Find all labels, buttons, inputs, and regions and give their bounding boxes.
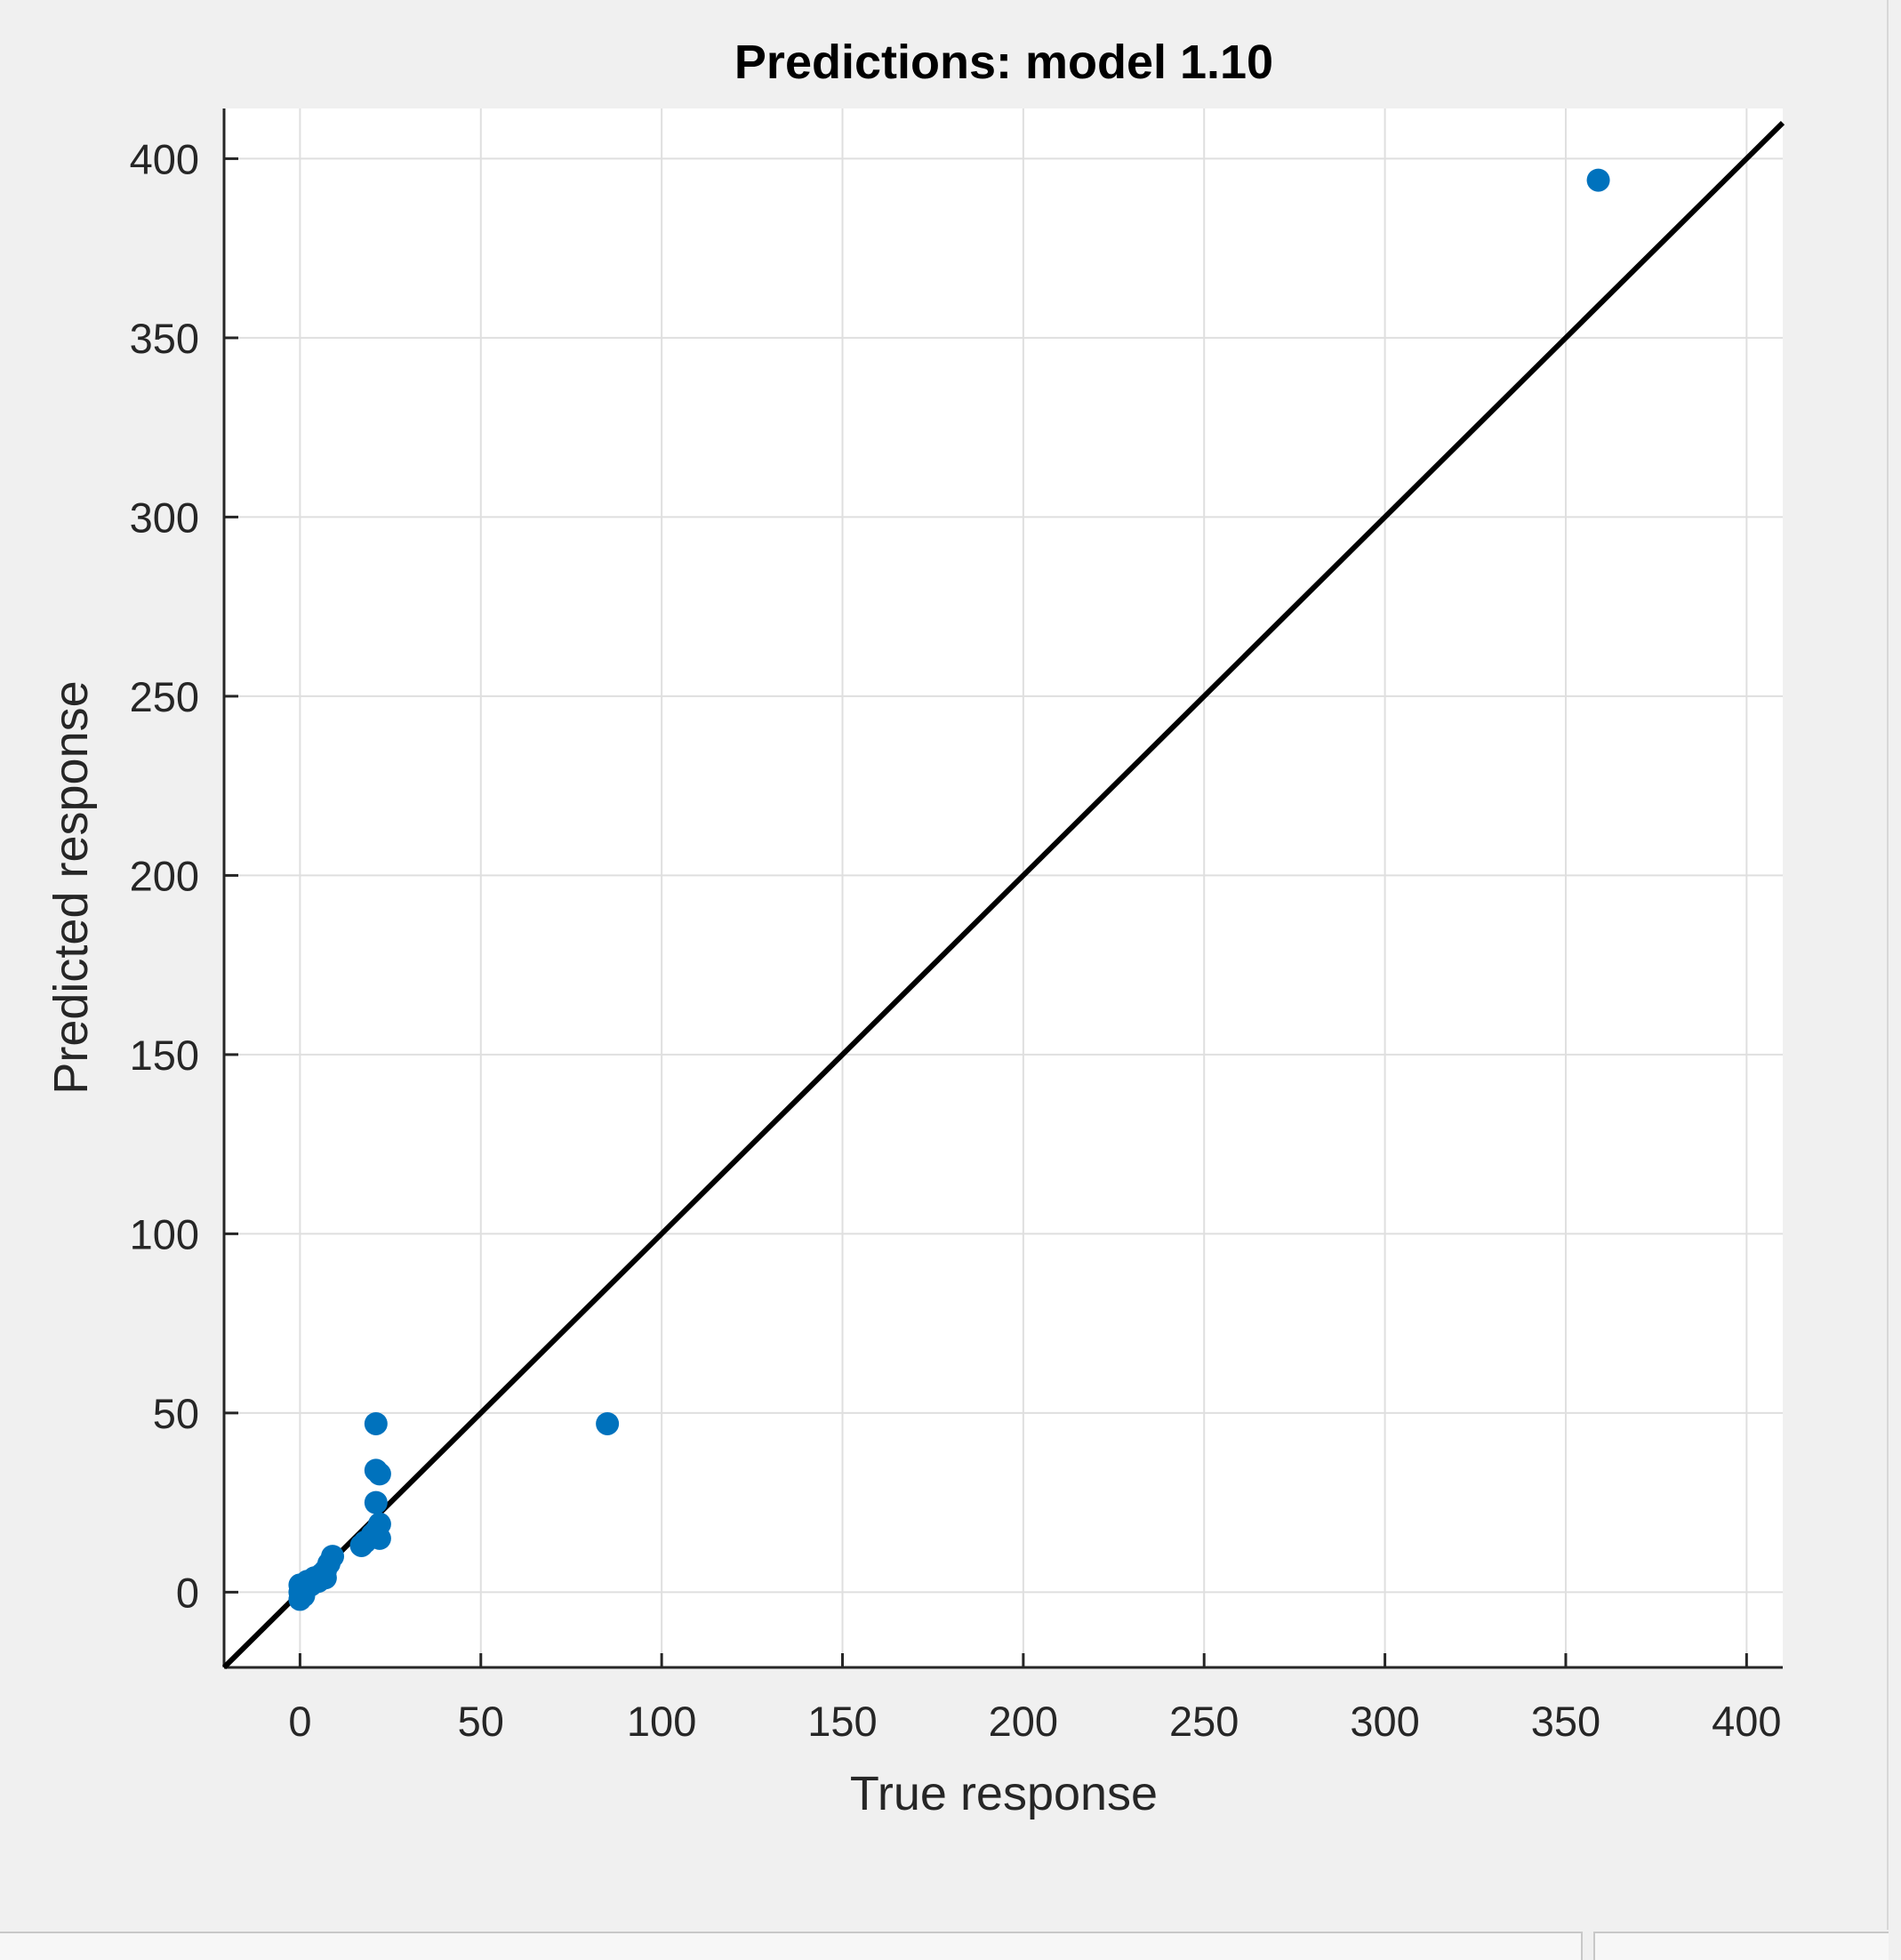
grid-lines (224, 108, 1783, 1667)
x-tick-label: 350 (1531, 1698, 1600, 1745)
axis-ticks: 0 50 100 150 200 250 300 350 400 0 50 100 150 200 250 3… (130, 135, 1782, 1745)
y-tick-label: 50 (153, 1390, 199, 1437)
x-tick-label: 400 (1712, 1698, 1781, 1745)
x-tick-label: 150 (807, 1698, 877, 1745)
x-tick-label: 250 (1169, 1698, 1239, 1745)
chart-title: Predictions: model 1.10 (734, 36, 1273, 89)
y-tick-label: 200 (130, 852, 199, 899)
bottom-panel-right (1593, 1932, 1889, 1960)
figure-window: 0 50 100 150 200 250 300 350 400 0 50 100 150 200 250 3… (44, 0, 1889, 1930)
data-point (364, 1490, 388, 1514)
data-point (596, 1411, 620, 1435)
data-point (288, 1587, 312, 1611)
y-tick-label: 100 (130, 1210, 199, 1257)
data-point (364, 1411, 388, 1435)
reference-line-y-equals-x (221, 120, 1785, 1670)
predictions-plot: 0 50 100 150 200 250 300 350 400 0 50 100 150 200 250 3… (44, 36, 1785, 1820)
x-tick-label: 100 (627, 1698, 696, 1745)
x-axis-label: True response (850, 1767, 1158, 1820)
data-point (367, 1462, 391, 1486)
y-tick-label: 350 (130, 315, 199, 362)
y-tick-label: 400 (130, 135, 199, 182)
x-tick-label: 50 (458, 1698, 504, 1745)
bottom-panel-left (0, 1932, 1583, 1960)
x-tick-label: 0 (288, 1698, 311, 1745)
data-points (288, 168, 1610, 1611)
y-tick-label: 150 (130, 1032, 199, 1079)
y-tick-label: 0 (176, 1569, 199, 1616)
x-tick-label: 300 (1350, 1698, 1419, 1745)
y-tick-label: 250 (130, 673, 199, 720)
data-point (353, 1530, 377, 1554)
y-tick-label: 300 (130, 494, 199, 541)
x-tick-label: 200 (989, 1698, 1058, 1745)
data-point (1586, 168, 1610, 192)
y-axis-label: Predicted response (44, 680, 98, 1094)
